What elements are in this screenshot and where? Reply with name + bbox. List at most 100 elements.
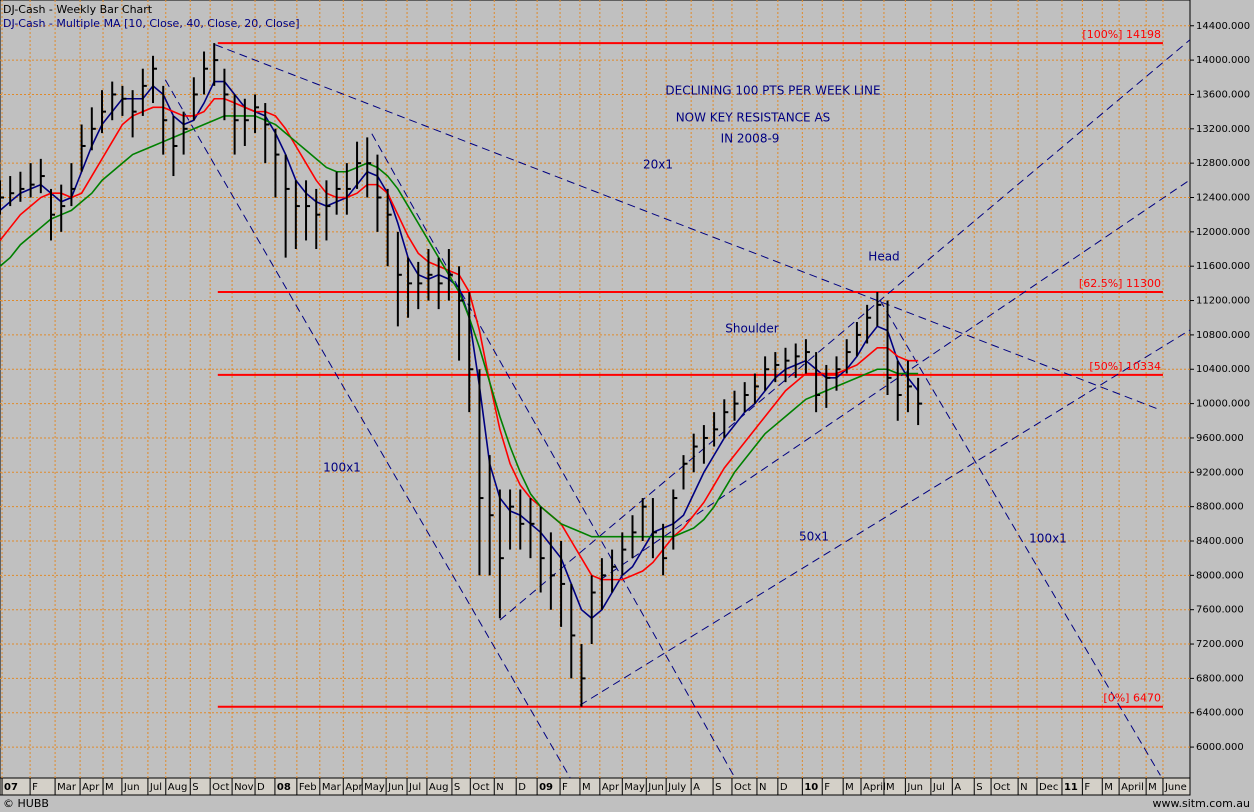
x-tick-label: Jul (932, 782, 945, 793)
x-tick-label: M (1104, 782, 1113, 793)
y-tick-label: 6400.000 (1196, 708, 1244, 719)
y-tick-label: 12400.000 (1196, 193, 1250, 204)
x-tick-label: S (192, 782, 198, 793)
x-tick-label: Feb (299, 782, 317, 793)
trendline (499, 39, 1190, 621)
y-tick-label: 9600.000 (1196, 433, 1244, 444)
x-tick-label: Jul (408, 782, 421, 793)
y-tick-label: 8400.000 (1196, 536, 1244, 547)
x-tick-label: Oct (734, 782, 751, 793)
x-tick-label: S (454, 782, 460, 793)
y-tick-label: 7600.000 (1196, 605, 1244, 616)
plot-area (0, 0, 1191, 779)
y-tick-label: 8800.000 (1196, 502, 1244, 513)
x-tick-label: Apr (602, 782, 620, 793)
y-tick-label: 10000.000 (1196, 399, 1250, 410)
y-tick-label: 8000.000 (1196, 570, 1244, 581)
x-tick-label: N (759, 782, 766, 793)
x-tick-label: M (582, 782, 591, 793)
y-tick-label: 9200.000 (1196, 467, 1244, 478)
y-tick-label: 13200.000 (1196, 124, 1250, 135)
x-tick-label: Jun (906, 782, 923, 793)
x-axis-band (0, 777, 1191, 796)
chart-title: DJ-Cash - Weekly Bar Chart (3, 3, 153, 16)
chart-subtitle: DJ-Cash - Multiple MA [10, Close, 40, Cl… (3, 17, 300, 30)
x-tick-label: D (518, 782, 526, 793)
x-tick-label: Apr (345, 782, 363, 793)
x-tick-label: 07 (4, 782, 18, 793)
x-tick-label: 10 (804, 782, 818, 793)
x-tick-label: April (863, 782, 886, 793)
x-tick-label: May (624, 782, 645, 793)
annotation: NOW KEY RESISTANCE AS (676, 111, 831, 125)
x-tick-label: July (667, 782, 686, 793)
y-tick-label: 13600.000 (1196, 89, 1250, 100)
x-tick-label: S (976, 782, 982, 793)
y-tick-label: 14400.000 (1196, 21, 1250, 32)
x-tick-label: A (693, 782, 700, 793)
x-tick-label: Jun (387, 782, 404, 793)
x-tick-label: Mar (57, 782, 77, 793)
x-tick-label: Apr (82, 782, 100, 793)
x-tick-label: N (1020, 782, 1027, 793)
x-tick-label: F (824, 782, 830, 793)
x-tick-label: Nov (234, 782, 254, 793)
trendline (579, 329, 1190, 706)
annotation: 100x1 (323, 461, 361, 475)
y-tick-label: 10800.000 (1196, 330, 1250, 341)
level-label: [50%] 10334 (1089, 360, 1161, 373)
y-tick-label: 11600.000 (1196, 261, 1250, 272)
x-tick-label: Aug (168, 782, 188, 793)
trendline (599, 179, 1190, 581)
level-label: [100%] 14198 (1082, 28, 1161, 41)
x-tick-label: Oct (472, 782, 489, 793)
annotation: IN 2008-9 (721, 132, 780, 146)
y-tick-label: 10400.000 (1196, 364, 1250, 375)
levels (217, 42, 1163, 708)
x-tick-label: D (780, 782, 788, 793)
y-tick-label: 11200.000 (1196, 296, 1250, 307)
x-tick-label: M (845, 782, 854, 793)
x-tick-label: Jul (149, 782, 162, 793)
x-tick-label: April (1121, 782, 1144, 793)
x-tick-label: D (257, 782, 265, 793)
level-label: [62.5%] 11300 (1079, 277, 1161, 290)
bars (0, 43, 923, 707)
y-tick-label: 12000.000 (1196, 227, 1250, 238)
y-tick-label: 7200.000 (1196, 639, 1244, 650)
x-tick-label: F (562, 782, 568, 793)
x-tick-label: Oct (993, 782, 1010, 793)
trendline (371, 133, 736, 778)
y-tick-label: 6800.000 (1196, 673, 1244, 684)
x-tick-label: Mar (322, 782, 342, 793)
x-tick-label: S (715, 782, 721, 793)
annotation: 100x1 (1029, 532, 1067, 546)
x-tick-label: Oct (212, 782, 229, 793)
footer-right: www.sitm.com.au (1153, 797, 1251, 810)
level-label: [0%] 6470 (1103, 692, 1161, 705)
y-tick-label: 6000.000 (1196, 742, 1244, 753)
x-tick-label: May (364, 782, 385, 793)
x-tick-label: N (496, 782, 503, 793)
x-tick-label: 08 (277, 782, 291, 793)
x-tick-label: 11 (1064, 782, 1078, 793)
x-tick-label: Aug (429, 782, 449, 793)
annotation: 50x1 (799, 530, 829, 544)
annotation: DECLINING 100 PTS PER WEEK LINE (665, 84, 880, 98)
x-tick-label: M (105, 782, 114, 793)
annotation: Head (868, 250, 899, 264)
y-tick-label: 14000.000 (1196, 55, 1250, 66)
trendline (164, 79, 571, 778)
x-tick-label: F (32, 782, 38, 793)
footer-left: © HUBB (3, 797, 49, 810)
trendlines (164, 39, 1190, 778)
x-tick-label: Dec (1039, 782, 1058, 793)
x-tick-label: M (1148, 782, 1157, 793)
x-tick-label: June (1164, 782, 1187, 793)
x-tick-label: 09 (539, 782, 553, 793)
labels: 6000.000 6400.000 6800.000 7200.000 7600.000… (1, 21, 1250, 795)
x-tick-label: A (954, 782, 961, 793)
x-tick-label: Jun (647, 782, 664, 793)
x-tick-label: F (1084, 782, 1090, 793)
